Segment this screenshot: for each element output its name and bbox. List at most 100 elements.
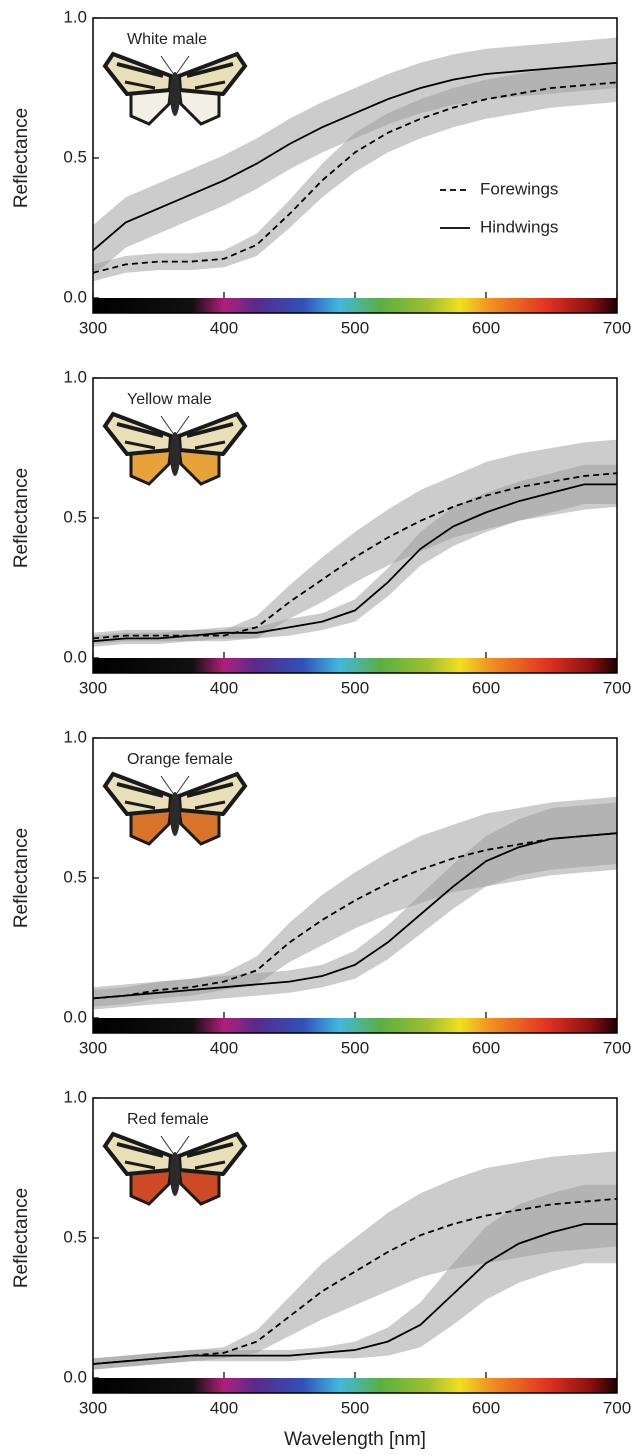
panel-label: Orange female (127, 751, 233, 768)
mean-line (92, 832, 618, 1000)
x-tick-label: 700 (603, 1398, 631, 1417)
wing-pattern (124, 80, 156, 90)
mean-line (92, 472, 618, 640)
moth-illustration (102, 411, 248, 486)
variation-band (93, 37, 617, 276)
wing-pattern (186, 782, 234, 798)
y-tick-label: 0.0 (63, 287, 87, 306)
wing-pattern (186, 62, 234, 78)
y-tick-label: 0.0 (63, 647, 87, 666)
y-axis-label: Reflectance (11, 108, 32, 208)
variation-band (93, 1184, 617, 1370)
y-tick-label: 0.5 (63, 1227, 87, 1246)
y-axis-label: Reflectance (11, 468, 32, 568)
x-tick-label: 600 (472, 678, 500, 697)
mean-line (92, 832, 618, 1000)
antenna (174, 55, 190, 77)
variation-band (93, 62, 617, 282)
x-tick-label: 400 (210, 1038, 238, 1057)
x-tick-label: 700 (603, 678, 631, 697)
mean-line (92, 81, 618, 274)
x-tick-label: 600 (472, 1038, 500, 1057)
wing-pattern (186, 1142, 234, 1158)
variation-band (93, 439, 617, 644)
x-tick-label: 700 (603, 318, 631, 337)
x-tick-label: 300 (79, 1398, 107, 1417)
wing-pattern (116, 1142, 164, 1158)
panel-label: White male (127, 31, 207, 48)
antenna (160, 775, 176, 797)
y-tick-label: 1.0 (63, 1087, 87, 1106)
wing-pattern (116, 62, 164, 78)
y-tick-label: 0.0 (63, 1367, 87, 1386)
wing-pattern (116, 422, 164, 438)
y-tick-label: 0.0 (63, 1007, 87, 1026)
moth-illustration (102, 1131, 248, 1206)
moth-illustration (102, 51, 248, 126)
x-tick-label: 300 (79, 1038, 107, 1057)
wing-pattern (194, 1160, 226, 1170)
antenna (160, 55, 176, 77)
panel-label: Yellow male (127, 391, 212, 408)
y-tick-label: 0.5 (63, 147, 87, 166)
antenna (160, 1135, 176, 1157)
x-tick-label: 500 (341, 678, 369, 697)
x-axis-label: Wavelength [nm] (284, 1429, 426, 1450)
x-tick-label: 600 (472, 1398, 500, 1417)
spectrum-bar (93, 1378, 617, 1393)
wing-pattern (186, 422, 234, 438)
mean-line (92, 483, 617, 643)
legend-label: Hindwings (480, 217, 558, 236)
variation-band (93, 464, 617, 647)
panel-label: Red female (127, 1111, 209, 1128)
mean-line (92, 1197, 618, 1365)
x-tick-label: 600 (472, 318, 500, 337)
plot-frame (92, 17, 618, 314)
y-tick-label: 1.0 (63, 7, 87, 26)
x-tick-label: 400 (210, 678, 238, 697)
mean-line (92, 1223, 617, 1365)
wing-pattern (124, 1160, 156, 1170)
plot-frame (92, 1097, 618, 1394)
mean-line (92, 61, 618, 252)
antenna (174, 415, 190, 437)
spectrum-bar (93, 298, 617, 313)
x-tick-label: 500 (341, 1398, 369, 1417)
variation-band (93, 802, 617, 1010)
moth-body (170, 72, 180, 116)
spectrum-bar (93, 658, 617, 673)
wing-pattern (124, 800, 156, 810)
moth-body (170, 432, 180, 476)
y-tick-label: 1.0 (63, 367, 87, 386)
y-axis-label: Reflectance (11, 828, 32, 928)
x-tick-label: 300 (79, 678, 107, 697)
antenna (174, 775, 190, 797)
spectrum-bar (93, 1018, 617, 1033)
y-tick-label: 0.5 (63, 867, 87, 886)
wing-pattern (194, 440, 226, 450)
x-tick-label: 700 (603, 1038, 631, 1057)
x-tick-label: 400 (210, 1398, 238, 1417)
y-tick-label: 0.5 (63, 507, 87, 526)
x-tick-label: 500 (341, 318, 369, 337)
variation-band (93, 1151, 617, 1370)
plot-frame (92, 737, 618, 1034)
wing-pattern (194, 800, 226, 810)
wing-pattern (194, 80, 226, 90)
antenna (174, 1135, 190, 1157)
x-tick-label: 500 (341, 1038, 369, 1057)
plot-frame (92, 377, 618, 674)
moth-body (170, 792, 180, 836)
y-axis-label: Reflectance (11, 1188, 32, 1288)
x-tick-label: 400 (210, 318, 238, 337)
moth-illustration (102, 771, 248, 846)
y-tick-label: 1.0 (63, 727, 87, 746)
legend-label: Forewings (480, 179, 558, 198)
wing-pattern (124, 440, 156, 450)
x-tick-label: 300 (79, 318, 107, 337)
wing-pattern (116, 782, 164, 798)
moth-body (170, 1152, 180, 1196)
antenna (160, 415, 176, 437)
